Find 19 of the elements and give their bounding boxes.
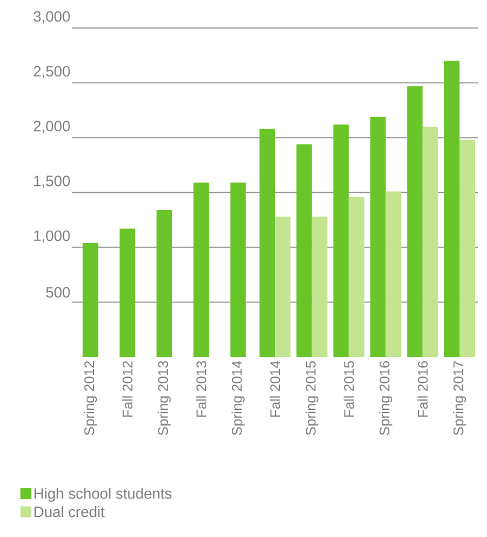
x-tick-label: Fall 2013 [196, 361, 206, 417]
x-tick-label: Spring 2015 [305, 361, 318, 436]
x-tick-label: Fall 2014 [270, 360, 280, 417]
x-tick-label: Fall 2012 [122, 361, 132, 417]
legend-label: High school students [34, 488, 172, 502]
x-tick-label: Spring 2012 [84, 361, 97, 436]
x-tick-label: Spring 2013 [158, 361, 171, 436]
y-tick-label: 1,500 [34, 176, 70, 188]
y-tick-label: 1,000 [34, 230, 70, 243]
y-tick-label: 2,500 [34, 66, 70, 78]
y-tick-label: 3,000 [34, 11, 70, 24]
x-tick-label: Spring 2017 [453, 361, 466, 436]
y-tick-label: 2,000 [34, 120, 70, 134]
x-tick-label: Fall 2016 [418, 361, 428, 417]
x-tick-label: Spring 2016 [379, 361, 392, 436]
x-tick-label: Spring 2014 [232, 360, 245, 436]
legend-label: Dual credit [34, 506, 105, 518]
y-tick-label: 500 [46, 287, 70, 298]
x-tick-label: Fall 2015 [344, 361, 354, 417]
